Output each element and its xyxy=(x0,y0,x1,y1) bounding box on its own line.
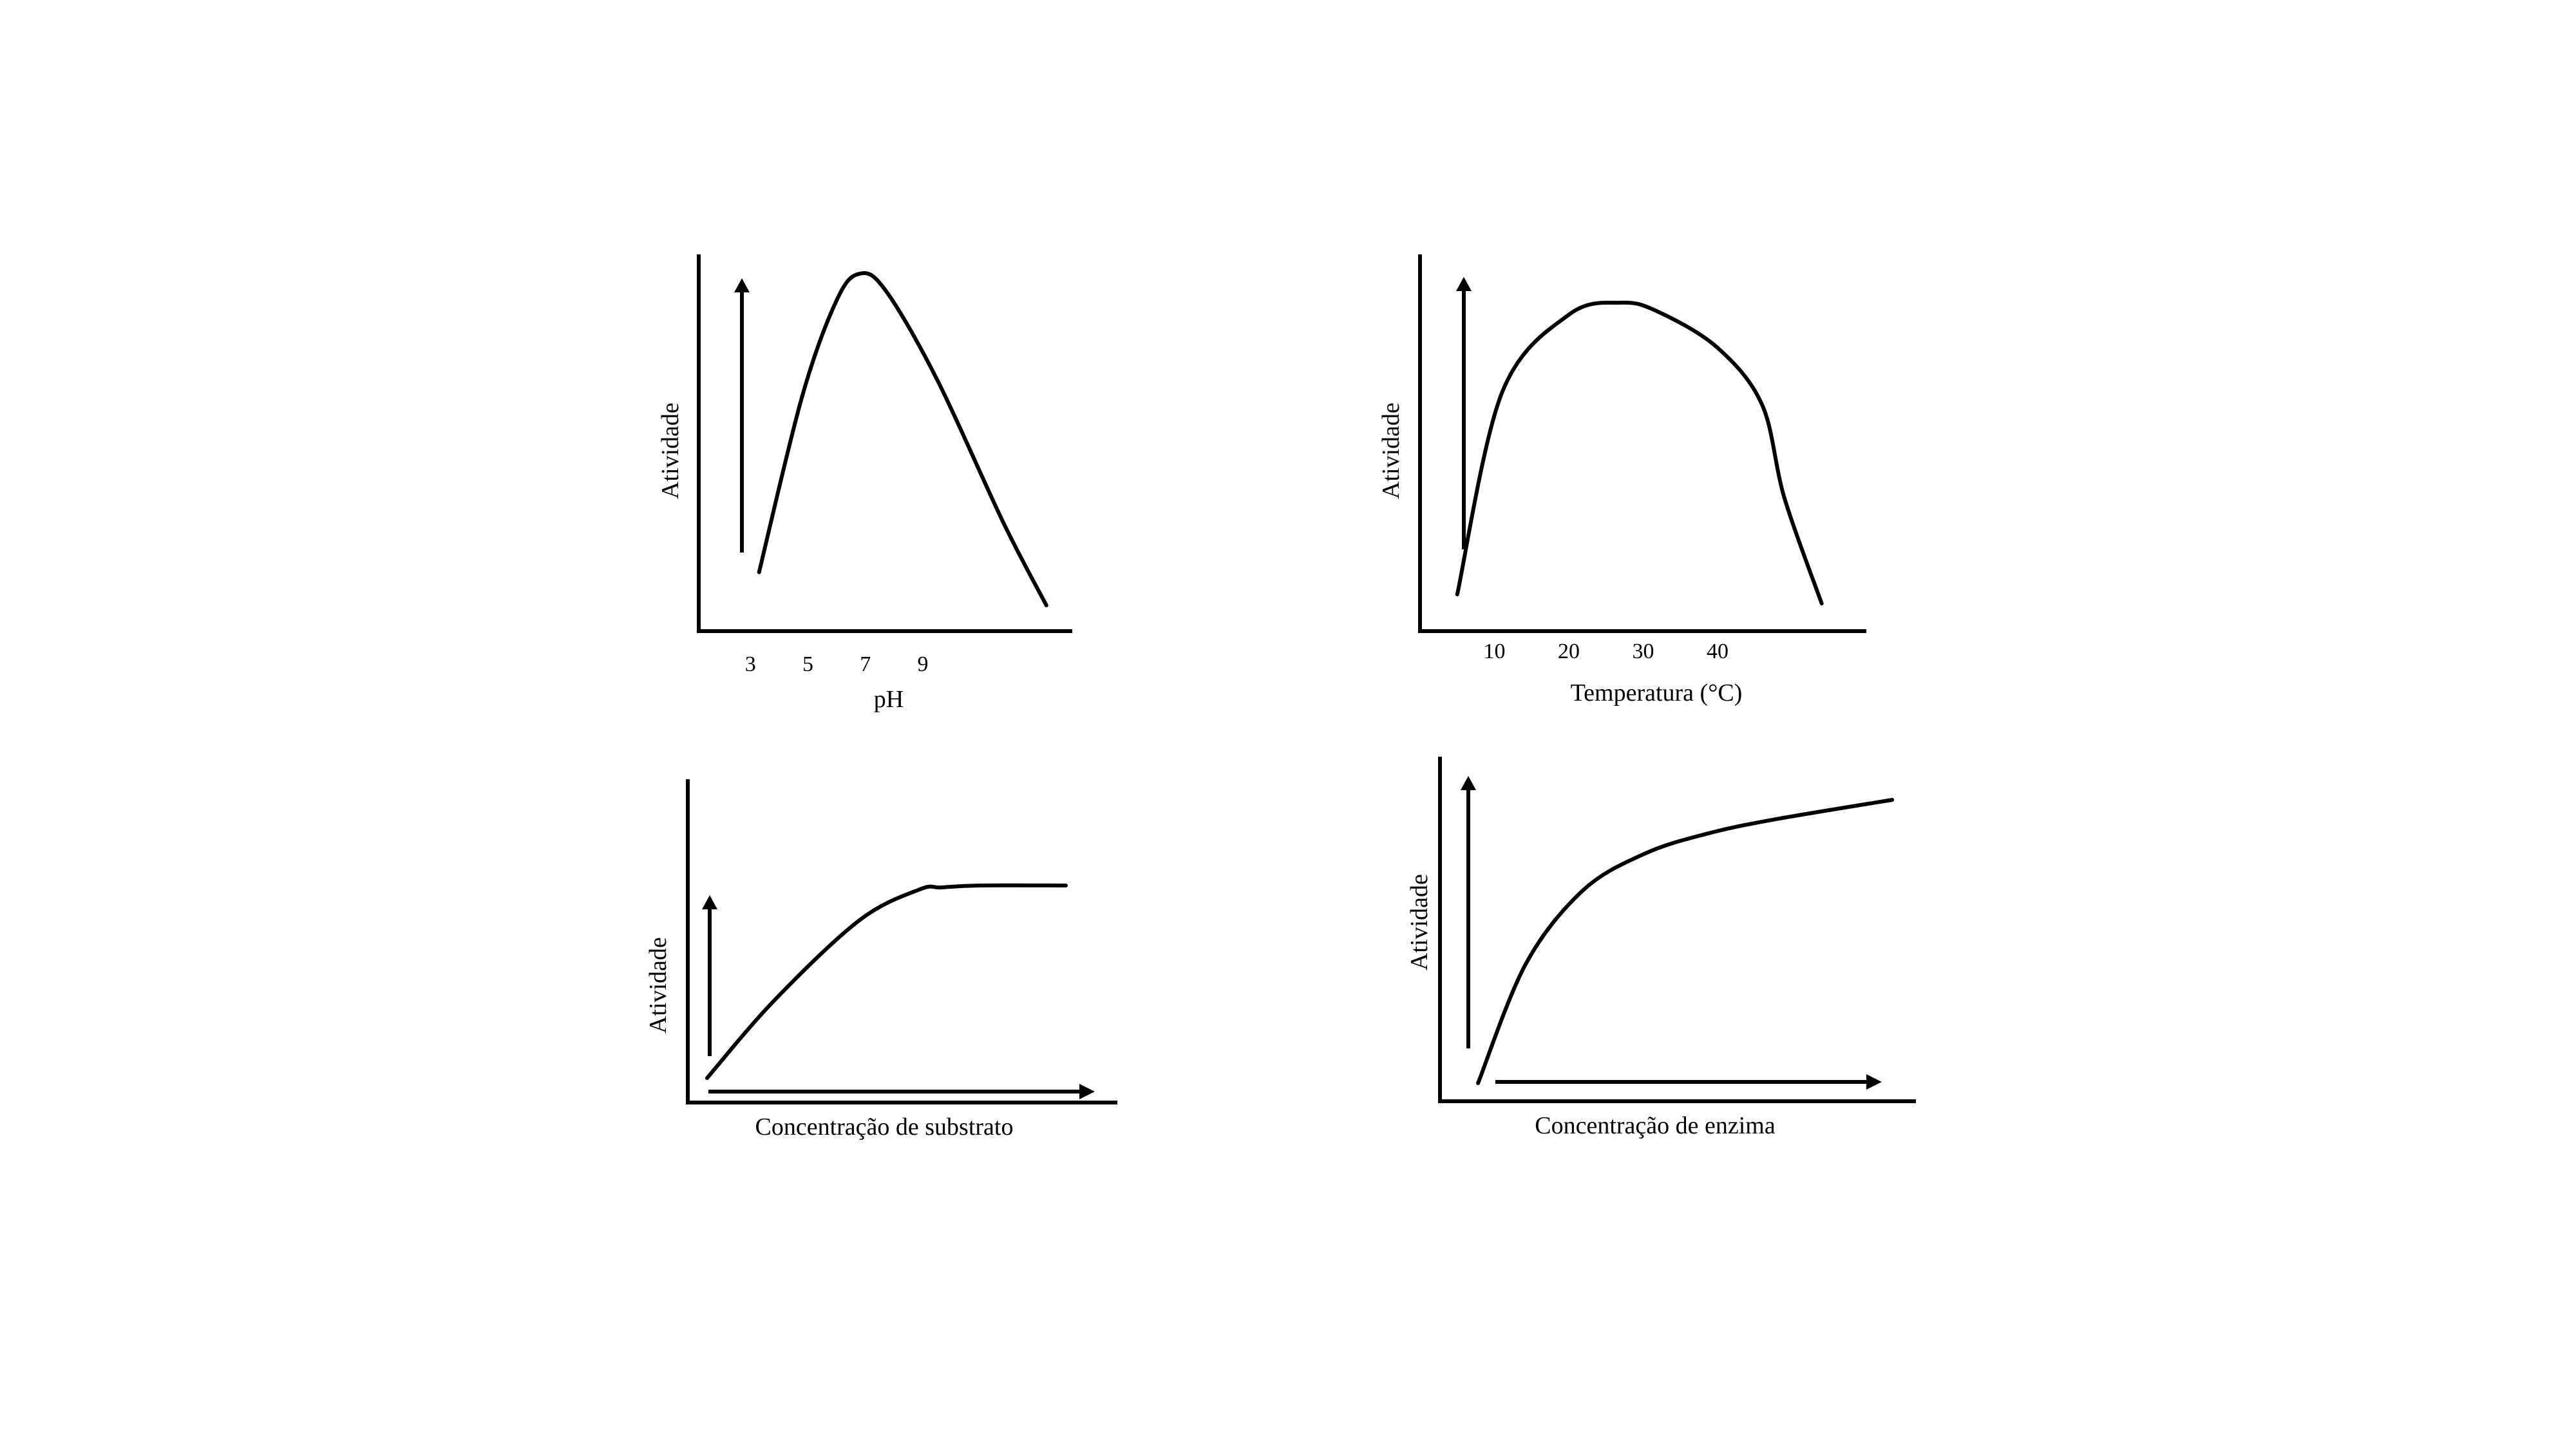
x-axis-label: pH xyxy=(874,686,904,713)
x-axis-label: Temperatura (°C) xyxy=(1571,679,1743,706)
x-tick-label: 5 xyxy=(802,652,813,676)
y-axis-label: Atividade xyxy=(1406,874,1433,971)
x-tick-label: 10 xyxy=(1484,639,1506,663)
y-arrow-head xyxy=(702,895,717,909)
x-tick-label: 40 xyxy=(1707,639,1728,663)
x-axis-label: Concentração de enzima xyxy=(1535,1112,1776,1139)
activity-curve xyxy=(1476,798,1895,1085)
y-axis-label: Atividade xyxy=(657,402,684,499)
y-arrow-head xyxy=(734,278,750,292)
chart-substrate: Concentração de substrato Atividade xyxy=(645,779,1117,1141)
activity-curve xyxy=(705,883,1068,1080)
y-axis-label: Atividade xyxy=(645,937,672,1034)
y-arrow-head xyxy=(1456,277,1472,291)
x-tick-label: 20 xyxy=(1558,639,1580,663)
x-arrow-head xyxy=(1079,1084,1095,1099)
x-tick-label: 3 xyxy=(745,652,756,676)
x-tick-label: 7 xyxy=(860,652,871,676)
activity-curve xyxy=(757,271,1048,607)
activity-curve xyxy=(1455,300,1824,605)
x-tick-label: 9 xyxy=(918,652,929,676)
chart-temperature: 10 20 30 40 Temperatura (°C) Atividade xyxy=(1378,254,1866,706)
x-tick-label: 30 xyxy=(1633,639,1654,663)
x-axis-label: Concentração de substrato xyxy=(755,1113,1014,1141)
y-axis-label: Atividade xyxy=(1378,402,1405,499)
chart-enzyme: Concentração de enzima Atividade xyxy=(1406,757,1916,1139)
y-arrow-head xyxy=(1461,776,1476,790)
chart-ph: 3 5 7 9 pH Atividade xyxy=(657,254,1072,713)
x-arrow-head xyxy=(1866,1074,1882,1090)
